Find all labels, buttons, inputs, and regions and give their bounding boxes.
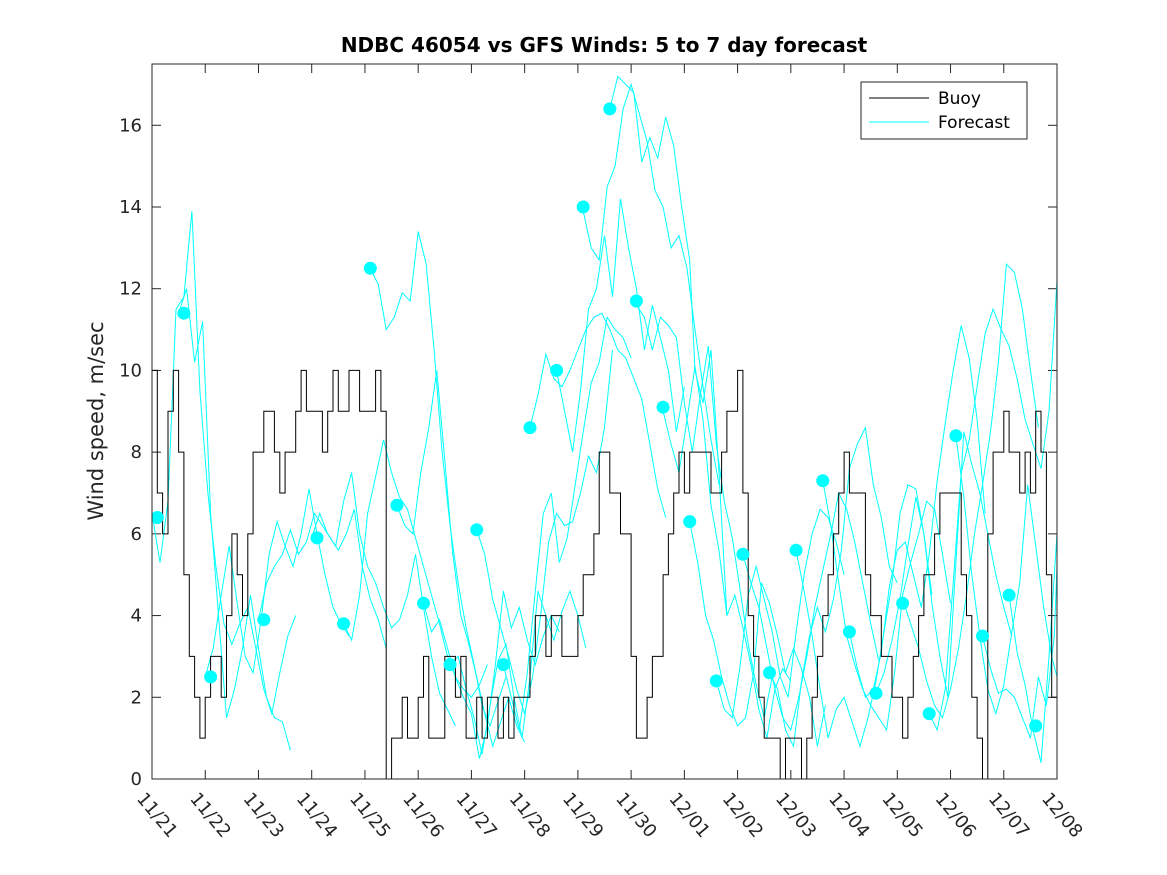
forecast-marker (683, 515, 697, 529)
y-tick-label: 10 (119, 360, 142, 381)
forecast-marker (177, 306, 191, 320)
forecast-line-23 (822, 480, 951, 732)
forecast-line-19 (715, 508, 845, 719)
forecast-marker (736, 547, 750, 561)
legend: Buoy Forecast (860, 81, 1028, 140)
forecast-line-13 (556, 198, 685, 453)
legend-buoy-label: Buoy (938, 89, 981, 109)
forecast-line-14 (582, 82, 720, 485)
forecast-marker (550, 363, 564, 377)
forecast-line-15 (609, 75, 728, 616)
y-tick-label: 6 (131, 524, 142, 545)
forecast-marker (417, 596, 430, 610)
forecast-line-21 (769, 425, 898, 749)
y-axis: 0 2 4 6 8 10 12 14 16 (119, 115, 1057, 790)
plot-area (152, 75, 1057, 779)
forecast-marker (257, 613, 271, 627)
forecast-marker (842, 625, 856, 639)
y-tick-label: 0 (131, 769, 142, 790)
y-tick-label: 14 (119, 197, 142, 218)
forecast-marker (976, 629, 989, 643)
forecast-line-17 (662, 366, 792, 739)
forecast-marker (656, 400, 670, 414)
forecast-marker (1029, 719, 1043, 733)
forecast-line-28 (955, 435, 1057, 716)
buoy-line (152, 369, 1057, 779)
forecast-line-1 (178, 288, 291, 751)
forecast-line-10 (476, 349, 613, 716)
forecast-line-22 (795, 484, 933, 749)
forecast-marker (922, 707, 936, 721)
forecast-marker (629, 294, 643, 308)
legend-forecast-label: Forecast (938, 113, 1010, 133)
forecast-marker (576, 200, 590, 214)
y-axis-label: Wind speed, m/sec (84, 321, 108, 520)
forecast-marker (390, 498, 404, 512)
forecast-line-2 (204, 488, 350, 678)
y-tick-label: 4 (131, 606, 142, 627)
forecast-marker (337, 617, 351, 631)
forecast-marker (816, 474, 830, 488)
forecast-marker (204, 670, 218, 684)
y-tick-label: 16 (119, 115, 142, 136)
forecast-line-5 (343, 439, 488, 699)
forecast-marker (1002, 588, 1016, 602)
forecast-marker (949, 429, 963, 443)
forecast-marker (152, 511, 164, 524)
forecast-line-11 (502, 315, 632, 731)
y-tick-label: 12 (119, 279, 142, 300)
forecast-marker (789, 543, 803, 557)
forecast-marker (363, 261, 377, 275)
forecast-marker (763, 666, 776, 680)
chart-title: NDBC 46054 vs GFS Winds: 5 to 7 day fore… (341, 33, 868, 57)
forecast-marker (310, 531, 324, 545)
forecast-line-16 (635, 304, 773, 718)
forecast-line-9 (449, 589, 587, 755)
plot-frame (151, 63, 1058, 780)
y-tick-label: 2 (131, 687, 142, 708)
forecast-marker (443, 658, 457, 672)
forecast-marker (603, 102, 617, 116)
legend-box (860, 81, 1028, 140)
forecast-marker (496, 658, 510, 672)
y-tick-label: 8 (131, 442, 142, 463)
forecast-marker (709, 674, 723, 688)
forecast-marker (523, 421, 537, 435)
forecast-line-0 (152, 211, 297, 716)
forecast-marker (869, 686, 883, 700)
forecast-line-3 (258, 509, 387, 649)
forecast-marker (896, 596, 910, 610)
forecast-marker (470, 523, 484, 537)
forecast-line-4 (311, 472, 456, 727)
forecast-line-29 (982, 566, 1057, 739)
